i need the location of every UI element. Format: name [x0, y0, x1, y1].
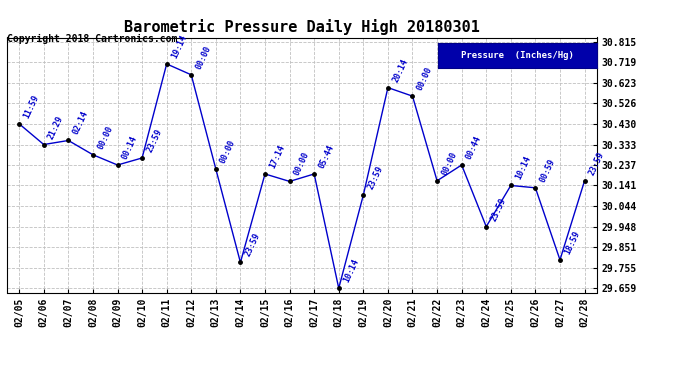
Text: 00:00: 00:00	[415, 66, 434, 92]
Text: 23:59: 23:59	[145, 128, 164, 154]
Text: 02:14: 02:14	[71, 110, 90, 136]
Text: 21:29: 21:29	[46, 114, 66, 140]
Text: 00:44: 00:44	[464, 134, 483, 161]
Text: 00:00: 00:00	[96, 124, 115, 151]
Title: Barometric Pressure Daily High 20180301: Barometric Pressure Daily High 20180301	[124, 19, 480, 35]
Text: 00:14: 00:14	[120, 134, 139, 161]
Text: 23:59: 23:59	[587, 150, 606, 177]
Text: 00:00: 00:00	[219, 138, 237, 165]
Text: 23:59: 23:59	[489, 196, 508, 222]
Text: 18:59: 18:59	[563, 229, 582, 256]
Text: 05:44: 05:44	[317, 143, 335, 170]
Text: 00:59: 00:59	[538, 157, 557, 184]
Text: 00:00: 00:00	[194, 44, 213, 70]
Text: 23:59: 23:59	[366, 164, 385, 191]
Text: 17:14: 17:14	[268, 143, 286, 170]
Text: 19:14: 19:14	[170, 33, 188, 60]
Text: 10:14: 10:14	[342, 258, 360, 284]
Text: 23:59: 23:59	[243, 232, 262, 258]
Text: 11:59: 11:59	[22, 93, 41, 120]
Text: 00:00: 00:00	[440, 150, 459, 177]
Text: 20:14: 20:14	[391, 57, 409, 84]
Text: Copyright 2018 Cartronics.com: Copyright 2018 Cartronics.com	[7, 34, 177, 44]
Text: 10:14: 10:14	[513, 155, 532, 181]
Text: 00:00: 00:00	[293, 151, 311, 177]
